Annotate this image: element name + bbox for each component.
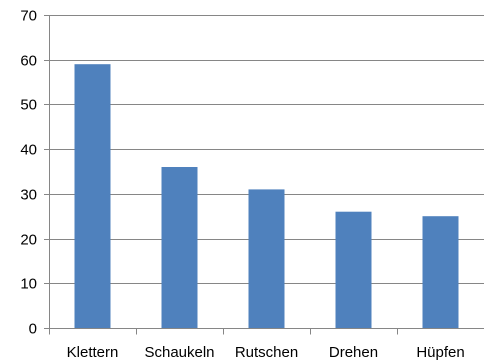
bar-schaukeln xyxy=(161,167,198,328)
bar-hüpfen xyxy=(422,216,459,328)
y-tick-label: 70 xyxy=(20,8,37,25)
x-tick-label: Drehen xyxy=(329,344,378,361)
bar-rutschen xyxy=(248,189,285,328)
y-tick-label: 20 xyxy=(20,232,37,249)
x-tick-label: Hüpfen xyxy=(416,344,464,361)
axes xyxy=(44,15,484,335)
x-tick-label: Klettern xyxy=(67,344,119,361)
y-tick-label: 0 xyxy=(29,321,37,338)
y-tick-label: 40 xyxy=(20,142,37,159)
y-tick-label: 30 xyxy=(20,187,37,204)
y-axis-tick-labels: 0 10 20 30 40 50 60 70 xyxy=(20,8,37,338)
bars xyxy=(74,64,459,328)
x-axis-tick-labels: Klettern Schaukeln Rutschen Drehen Hüpfen xyxy=(67,344,465,361)
bar-klettern xyxy=(74,64,111,328)
x-tick-label: Rutschen xyxy=(235,344,298,361)
y-tick-label: 10 xyxy=(20,276,37,293)
y-tick-label: 50 xyxy=(20,97,37,114)
bar-drehen xyxy=(335,211,372,328)
x-tick-label: Schaukeln xyxy=(144,344,214,361)
y-tick-label: 60 xyxy=(20,53,37,70)
